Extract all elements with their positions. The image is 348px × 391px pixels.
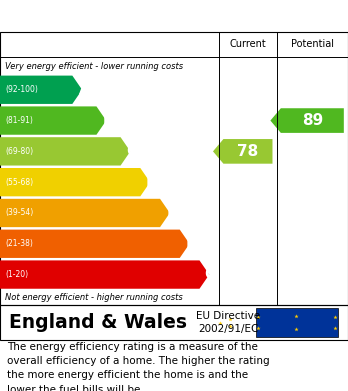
Text: A: A (78, 83, 89, 97)
Text: Not energy efficient - higher running costs: Not energy efficient - higher running co… (5, 293, 183, 302)
Text: (21-38): (21-38) (5, 239, 33, 248)
Text: (39-54): (39-54) (5, 208, 33, 217)
Polygon shape (0, 75, 82, 104)
Text: EU Directive
2002/91/EC: EU Directive 2002/91/EC (196, 311, 260, 334)
Polygon shape (213, 139, 272, 164)
Text: Potential: Potential (291, 39, 334, 49)
Polygon shape (0, 199, 170, 227)
Polygon shape (0, 260, 209, 289)
Text: (55-68): (55-68) (5, 178, 33, 187)
Text: D: D (145, 175, 158, 190)
Text: England & Wales: England & Wales (9, 313, 187, 332)
Text: C: C (127, 144, 137, 159)
Text: B: B (103, 113, 113, 127)
Text: Very energy efficient - lower running costs: Very energy efficient - lower running co… (5, 62, 183, 71)
Text: (81-91): (81-91) (5, 116, 33, 125)
Text: 78: 78 (237, 144, 259, 159)
Text: F: F (186, 236, 197, 251)
Text: 89: 89 (302, 113, 323, 128)
Polygon shape (270, 108, 344, 133)
Text: G: G (205, 267, 217, 282)
FancyBboxPatch shape (256, 308, 338, 337)
Text: E: E (166, 205, 177, 221)
Text: Energy Efficiency Rating: Energy Efficiency Rating (9, 9, 230, 23)
Text: (69-80): (69-80) (5, 147, 33, 156)
Text: (92-100): (92-100) (5, 85, 38, 94)
Polygon shape (0, 230, 190, 258)
Polygon shape (0, 168, 150, 196)
Text: The energy efficiency rating is a measure of the
overall efficiency of a home. T: The energy efficiency rating is a measur… (7, 342, 270, 391)
Polygon shape (0, 137, 130, 165)
Text: Current: Current (230, 39, 266, 49)
Polygon shape (0, 106, 106, 135)
Text: (1-20): (1-20) (5, 270, 28, 279)
